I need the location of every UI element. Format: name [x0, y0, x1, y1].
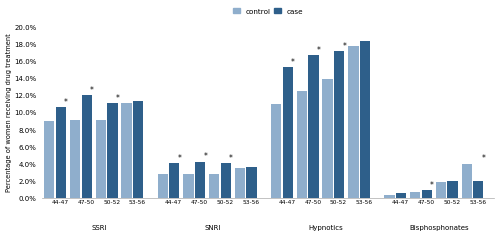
Bar [133, 101, 143, 198]
Text: SNRI: SNRI [204, 224, 220, 230]
Bar [44, 122, 54, 198]
Bar [169, 164, 179, 198]
Bar [348, 47, 358, 198]
Bar [360, 42, 370, 198]
Text: *: * [204, 152, 207, 161]
Bar [122, 104, 132, 198]
Bar [296, 91, 307, 198]
Bar [220, 163, 231, 198]
Bar [396, 193, 406, 198]
Text: Hypnotics: Hypnotics [308, 224, 343, 230]
Bar [108, 104, 118, 198]
Bar [96, 120, 106, 198]
Bar [158, 175, 168, 198]
Bar [308, 56, 318, 198]
Bar [473, 182, 484, 198]
Bar [410, 192, 420, 198]
Bar [235, 169, 245, 198]
Text: *: * [482, 154, 486, 163]
Bar [322, 79, 332, 198]
Bar [462, 164, 472, 198]
Bar [384, 195, 394, 198]
Bar [56, 107, 66, 198]
Bar [82, 96, 92, 198]
Bar [448, 181, 458, 198]
Text: *: * [178, 153, 182, 162]
Bar [246, 167, 256, 198]
Text: *: * [291, 58, 294, 67]
Bar [70, 120, 80, 198]
Text: *: * [116, 94, 119, 103]
Y-axis label: Percentage of women receiving drug treatment: Percentage of women receiving drug treat… [6, 34, 12, 192]
Bar [334, 52, 344, 198]
Bar [184, 174, 194, 198]
Text: *: * [430, 180, 434, 189]
Text: *: * [342, 42, 346, 51]
Bar [209, 174, 220, 198]
Bar [282, 68, 293, 198]
Bar [422, 191, 432, 198]
Text: *: * [229, 153, 233, 162]
Text: Bisphosphonates: Bisphosphonates [409, 224, 469, 230]
Text: *: * [90, 85, 94, 94]
Legend: control, case: control, case [233, 9, 303, 15]
Bar [436, 182, 446, 198]
Bar [271, 105, 281, 198]
Text: SSRI: SSRI [91, 224, 106, 230]
Bar [195, 162, 205, 198]
Text: *: * [64, 97, 68, 106]
Text: *: * [316, 46, 320, 55]
